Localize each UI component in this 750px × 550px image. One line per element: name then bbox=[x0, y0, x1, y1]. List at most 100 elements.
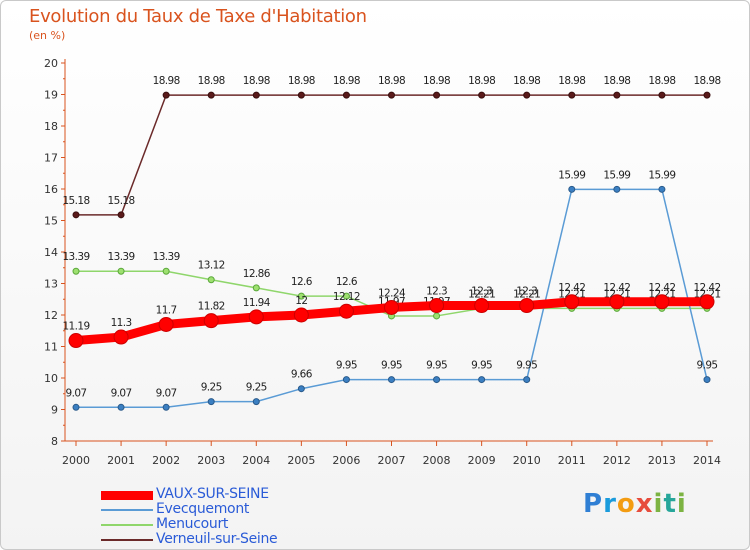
data-point-vaux-sur-seine bbox=[429, 298, 445, 314]
data-label-evecquemont: 9.07 bbox=[111, 387, 132, 399]
data-label-vaux-sur-seine: 12.42 bbox=[558, 282, 585, 294]
data-label-vaux-sur-seine: 12.42 bbox=[693, 282, 720, 294]
y-tick-label: 20 bbox=[44, 57, 58, 70]
data-label-menucourt: 13.39 bbox=[62, 251, 89, 263]
data-point-vaux-sur-seine bbox=[384, 299, 399, 315]
data-point-evecquemont bbox=[658, 185, 666, 193]
series-line-verneuil-sur-seine bbox=[75, 94, 708, 216]
data-label-verneuil-sur-seine: 18.98 bbox=[333, 75, 360, 87]
data-point-menucourt bbox=[207, 276, 215, 284]
x-tick-label: 2010 bbox=[513, 454, 541, 467]
data-label-vaux-sur-seine: 11.7 bbox=[156, 304, 177, 316]
data-label-menucourt: 13.39 bbox=[108, 251, 135, 263]
legend-swatch bbox=[101, 524, 153, 526]
y-tick-label: 11 bbox=[44, 341, 58, 354]
x-tick-label: 2001 bbox=[107, 454, 135, 467]
data-point-evecquemont bbox=[117, 403, 125, 411]
data-label-vaux-sur-seine: 11.82 bbox=[198, 301, 225, 313]
x-tick-label: 2013 bbox=[648, 454, 676, 467]
data-point-verneuil-sur-seine bbox=[252, 91, 260, 99]
data-label-vaux-sur-seine: 12.24 bbox=[378, 287, 406, 299]
data-label-vaux-sur-seine: 12.3 bbox=[516, 286, 537, 298]
data-label-vaux-sur-seine: 12 bbox=[295, 295, 307, 307]
data-label-verneuil-sur-seine: 18.98 bbox=[378, 75, 405, 87]
data-point-verneuil-sur-seine bbox=[162, 91, 170, 99]
data-label-verneuil-sur-seine: 18.98 bbox=[648, 75, 675, 87]
data-point-evecquemont bbox=[342, 376, 350, 384]
data-label-verneuil-sur-seine: 15.18 bbox=[108, 195, 135, 207]
data-point-vaux-sur-seine bbox=[564, 294, 580, 310]
data-label-verneuil-sur-seine: 15.18 bbox=[62, 195, 89, 207]
y-tick-label: 16 bbox=[44, 183, 58, 196]
x-tick-label: 2011 bbox=[558, 454, 586, 467]
data-point-vaux-sur-seine bbox=[293, 307, 309, 323]
y-tick-label: 19 bbox=[44, 89, 58, 102]
legend-label: VAUX-SUR-SEINE bbox=[156, 486, 269, 502]
data-point-menucourt bbox=[252, 284, 260, 292]
data-point-vaux-sur-seine bbox=[474, 298, 490, 314]
data-point-evecquemont bbox=[162, 403, 170, 411]
y-tick-label: 13 bbox=[44, 278, 58, 291]
data-label-menucourt: 12.86 bbox=[243, 268, 271, 280]
data-label-verneuil-sur-seine: 18.98 bbox=[693, 75, 720, 87]
data-point-evecquemont bbox=[297, 385, 305, 393]
x-tick-label: 2009 bbox=[468, 454, 496, 467]
data-point-verneuil-sur-seine bbox=[568, 91, 576, 99]
data-label-vaux-sur-seine: 12.42 bbox=[648, 282, 675, 294]
data-label-evecquemont: 9.66 bbox=[291, 369, 313, 381]
data-point-verneuil-sur-seine bbox=[297, 91, 305, 99]
data-label-menucourt: 12.21 bbox=[513, 288, 540, 300]
data-label-evecquemont: 15.99 bbox=[603, 169, 630, 181]
legend-label: Menucourt bbox=[156, 516, 229, 532]
data-label-verneuil-sur-seine: 18.98 bbox=[468, 75, 495, 87]
y-tick-label: 9 bbox=[51, 404, 58, 417]
data-label-vaux-sur-seine: 12.3 bbox=[471, 286, 492, 298]
data-point-verneuil-sur-seine bbox=[478, 91, 486, 99]
data-point-vaux-sur-seine bbox=[203, 313, 219, 329]
data-point-evecquemont bbox=[568, 185, 576, 193]
data-label-verneuil-sur-seine: 18.98 bbox=[198, 75, 225, 87]
data-label-menucourt: 12.6 bbox=[291, 276, 313, 288]
data-label-menucourt: 13.12 bbox=[198, 260, 225, 272]
data-label-verneuil-sur-seine: 18.98 bbox=[288, 75, 315, 87]
data-point-verneuil-sur-seine bbox=[207, 91, 215, 99]
data-point-menucourt bbox=[297, 292, 305, 300]
data-point-verneuil-sur-seine bbox=[613, 91, 621, 99]
data-point-evecquemont bbox=[478, 376, 486, 384]
data-point-verneuil-sur-seine bbox=[117, 211, 125, 219]
data-point-verneuil-sur-seine bbox=[433, 91, 441, 99]
chart-subtitle: (en %) bbox=[29, 29, 66, 42]
data-point-menucourt bbox=[117, 267, 125, 275]
data-label-evecquemont: 9.95 bbox=[697, 360, 718, 372]
x-tick-label: 2008 bbox=[423, 454, 451, 467]
data-label-evecquemont: 15.99 bbox=[558, 169, 585, 181]
data-point-menucourt bbox=[433, 312, 441, 320]
data-label-menucourt: 12.6 bbox=[336, 276, 358, 288]
data-point-vaux-sur-seine bbox=[519, 298, 535, 314]
data-point-vaux-sur-seine bbox=[68, 333, 84, 349]
data-point-evecquemont bbox=[433, 376, 441, 384]
data-point-vaux-sur-seine bbox=[248, 309, 264, 325]
data-label-verneuil-sur-seine: 18.98 bbox=[423, 75, 450, 87]
data-label-evecquemont: 9.95 bbox=[381, 360, 402, 372]
data-point-evecquemont bbox=[388, 376, 395, 384]
y-tick-label: 15 bbox=[44, 215, 58, 228]
x-tick-label: 2012 bbox=[603, 454, 631, 467]
data-label-menucourt: 13.39 bbox=[153, 251, 180, 263]
data-label-evecquemont: 9.25 bbox=[246, 382, 267, 394]
data-label-verneuil-sur-seine: 18.98 bbox=[243, 75, 270, 87]
data-point-verneuil-sur-seine bbox=[342, 91, 350, 99]
data-point-verneuil-sur-seine bbox=[523, 91, 531, 99]
data-label-vaux-sur-seine: 11.94 bbox=[243, 297, 271, 309]
y-tick-label: 8 bbox=[51, 435, 58, 448]
legend-swatch bbox=[101, 509, 153, 511]
data-point-vaux-sur-seine bbox=[113, 329, 129, 345]
data-point-evecquemont bbox=[613, 185, 621, 193]
data-label-evecquemont: 9.95 bbox=[426, 360, 447, 372]
y-tick-label: 10 bbox=[44, 372, 58, 385]
data-point-verneuil-sur-seine bbox=[388, 91, 395, 99]
data-label-menucourt: 12.21 bbox=[468, 288, 495, 300]
data-point-evecquemont bbox=[703, 376, 711, 384]
x-tick-label: 2006 bbox=[332, 454, 360, 467]
